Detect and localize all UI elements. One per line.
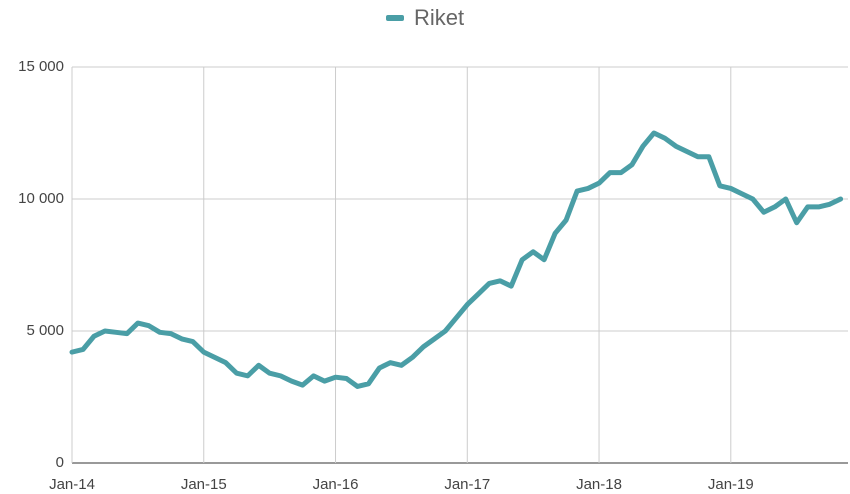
x-tick-label: Jan-19 <box>708 476 754 493</box>
x-tick-label: Jan-18 <box>576 476 622 493</box>
y-tick-label: 15 000 <box>18 58 64 75</box>
x-tick-label: Jan-17 <box>444 476 490 493</box>
y-tick-label: 0 <box>56 454 64 471</box>
x-tick-label: Jan-16 <box>313 476 359 493</box>
y-tick-label: 10 000 <box>18 190 64 207</box>
legend-label: Riket <box>414 5 464 30</box>
x-tick-label: Jan-14 <box>49 476 95 493</box>
y-tick-label: 5 000 <box>26 322 64 339</box>
legend-swatch <box>386 15 404 21</box>
line-series <box>69 130 844 389</box>
x-tick-label: Jan-15 <box>181 476 227 493</box>
